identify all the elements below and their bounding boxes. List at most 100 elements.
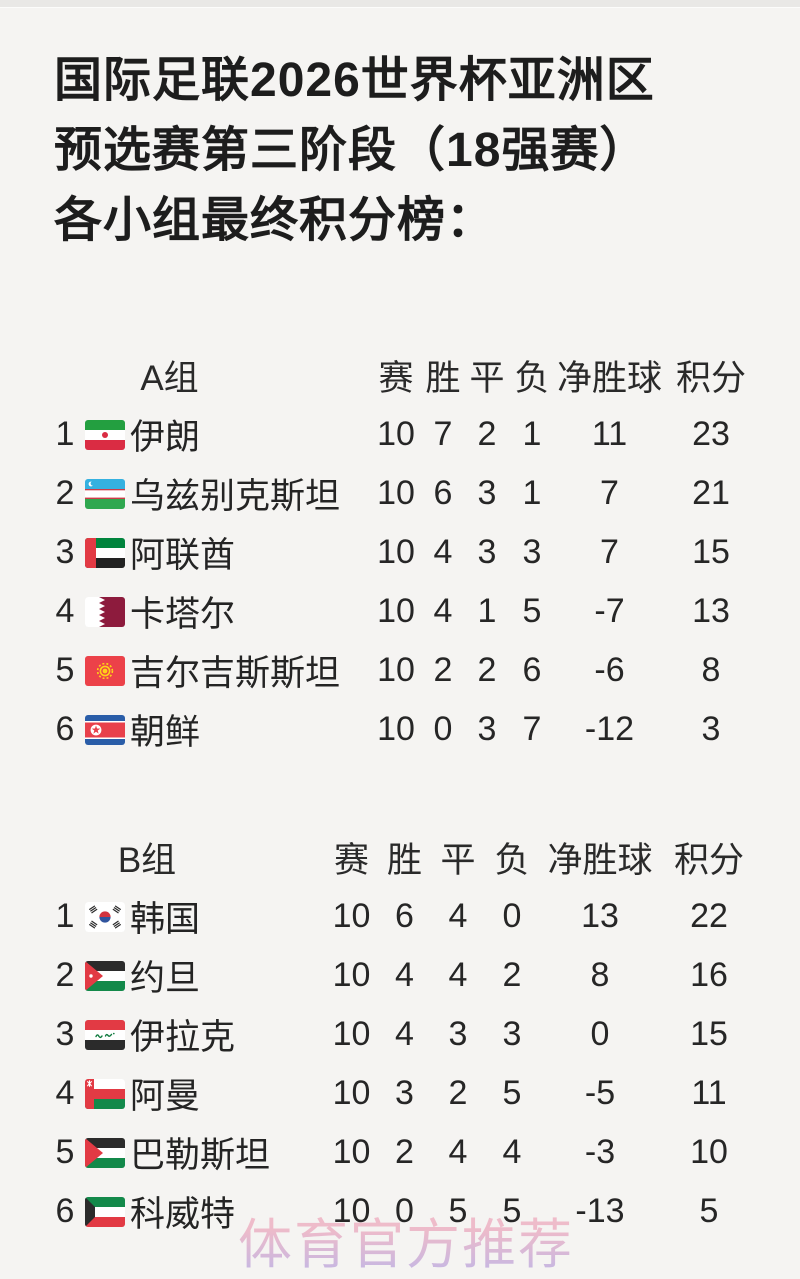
flag-north-korea-icon — [85, 714, 130, 745]
page-title: 国际足联2026世界杯亚洲区 预选赛第三阶段（18强赛） 各小组最终积分榜： — [54, 46, 655, 256]
table-row: 3 阿联酋 10 4 3 3 7 15 — [45, 523, 757, 582]
column-header-played: 赛 — [378, 359, 414, 398]
flag-oman-icon — [85, 1078, 130, 1109]
rank: 3 — [55, 533, 75, 571]
stat-won: 4 — [433, 533, 453, 571]
stat-drawn: 2 — [448, 1074, 468, 1112]
table-row: 1 伊朗 10 7 2 1 11 23 — [45, 405, 757, 464]
stat-played: 10 — [377, 651, 415, 689]
stat-drawn: 2 — [477, 415, 497, 453]
stat-points: 10 — [690, 1133, 728, 1171]
flag-iran-icon — [85, 419, 130, 450]
table-row: 3 伊拉克 10 4 3 3 0 15 — [45, 1005, 757, 1064]
rank: 4 — [55, 592, 75, 630]
stat-goal-diff: 8 — [590, 956, 610, 994]
stat-goal-diff: -5 — [584, 1074, 616, 1112]
stat-points: 11 — [691, 1074, 727, 1112]
stat-goal-diff: 13 — [581, 897, 619, 935]
stat-won: 2 — [433, 651, 453, 689]
stat-goal-diff: -6 — [594, 651, 625, 689]
stat-played: 10 — [332, 1074, 371, 1112]
stat-lost: 7 — [522, 710, 542, 748]
column-header-drawn: 平 — [469, 359, 505, 398]
rank: 1 — [55, 897, 75, 935]
stat-won: 6 — [433, 474, 453, 512]
title-line-3: 各小组最终积分榜： — [54, 194, 496, 247]
stat-played: 10 — [377, 710, 415, 748]
stat-won: 4 — [395, 1015, 414, 1053]
rank: 2 — [55, 474, 75, 512]
team-name: 吉尔吉斯斯坦 — [130, 654, 341, 693]
group-b-label: B组 — [117, 841, 177, 880]
stat-goal-diff: 7 — [600, 533, 619, 571]
rank: 5 — [55, 651, 75, 689]
group-b-standings-table: B组 赛 胜 平 负 净胜球 积分 1 韩国 10 6 4 0 13 22 2 … — [45, 828, 757, 1241]
stat-goal-diff: -13 — [575, 1192, 625, 1230]
stat-points: 22 — [690, 897, 728, 935]
flag-iraq-icon — [85, 1019, 130, 1050]
stat-played: 10 — [332, 1015, 371, 1053]
flag-uae-icon — [85, 537, 130, 568]
stat-won: 4 — [433, 592, 453, 630]
flag-palestine-icon — [85, 1137, 130, 1168]
stat-points: 5 — [699, 1192, 719, 1230]
title-line-2: 预选赛第三阶段（18强赛） — [54, 124, 649, 177]
rank: 4 — [55, 1074, 75, 1112]
table-row: 6 朝鲜 10 0 3 7 -12 3 — [45, 700, 757, 759]
stat-lost: 1 — [522, 415, 542, 453]
stat-played: 10 — [332, 897, 371, 935]
column-header-goal-diff: 净胜球 — [556, 359, 662, 398]
stat-points: 16 — [690, 956, 728, 994]
stat-goal-diff: -7 — [594, 592, 625, 630]
rank: 1 — [55, 415, 75, 453]
table-row: 1 韩国 10 6 4 0 13 22 — [45, 887, 757, 946]
stat-goal-diff: 7 — [600, 474, 619, 512]
group-a-label: A组 — [140, 359, 199, 398]
column-header-played: 赛 — [333, 841, 369, 880]
stat-won: 2 — [395, 1133, 414, 1171]
stat-won: 4 — [395, 956, 414, 994]
stat-lost: 5 — [502, 1192, 522, 1230]
stat-lost: 3 — [522, 533, 542, 571]
team-name: 阿曼 — [130, 1077, 201, 1116]
stat-played: 10 — [377, 474, 415, 512]
column-header-won: 胜 — [386, 841, 422, 880]
stat-drawn: 4 — [448, 897, 468, 935]
column-header-lost: 负 — [514, 359, 550, 398]
team-name: 阿联酋 — [130, 536, 236, 575]
table-row: 4 卡塔尔 10 4 1 5 -7 13 — [45, 582, 757, 641]
column-header-drawn: 平 — [440, 841, 476, 880]
column-header-lost: 负 — [494, 841, 530, 880]
stat-played: 10 — [377, 533, 415, 571]
stat-points: 13 — [692, 592, 730, 630]
flag-jordan-icon — [85, 960, 130, 991]
rank: 2 — [55, 956, 75, 994]
stat-lost: 2 — [502, 956, 522, 994]
stat-lost: 5 — [502, 1074, 522, 1112]
stat-points: 15 — [692, 533, 730, 571]
stat-won: 7 — [433, 415, 453, 453]
team-name: 约旦 — [130, 959, 201, 998]
stat-goal-diff: -12 — [584, 710, 635, 748]
stat-goal-diff: 11 — [591, 415, 628, 453]
stat-won: 3 — [395, 1074, 414, 1112]
stat-drawn: 4 — [448, 956, 468, 994]
team-name: 科威特 — [130, 1195, 236, 1234]
stat-drawn: 1 — [477, 592, 497, 630]
table-row: 2 约旦 10 4 4 2 8 16 — [45, 946, 757, 1005]
stat-played: 10 — [332, 1192, 371, 1230]
stat-drawn: 3 — [477, 474, 497, 512]
team-name: 韩国 — [130, 900, 201, 939]
stat-drawn: 3 — [477, 533, 497, 571]
stat-lost: 0 — [502, 897, 522, 935]
stat-lost: 1 — [522, 474, 542, 512]
stat-lost: 3 — [502, 1015, 522, 1053]
team-name: 伊拉克 — [130, 1018, 236, 1057]
watermark-text: 体育官方推荐 — [238, 1200, 574, 1279]
column-header-goal-diff: 净胜球 — [547, 841, 653, 880]
stat-points: 23 — [692, 415, 730, 453]
stat-drawn: 4 — [448, 1133, 468, 1171]
stat-points: 3 — [701, 710, 721, 748]
stat-played: 10 — [332, 1133, 371, 1171]
stat-lost: 6 — [522, 651, 542, 689]
